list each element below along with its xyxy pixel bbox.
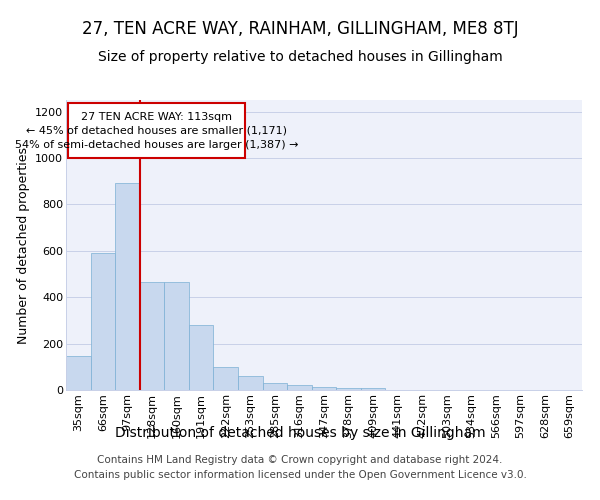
Bar: [140, 282, 164, 390]
Bar: [164, 282, 189, 390]
Text: Size of property relative to detached houses in Gillingham: Size of property relative to detached ho…: [98, 50, 502, 64]
Bar: [312, 386, 336, 390]
Text: Contains HM Land Registry data © Crown copyright and database right 2024.
Contai: Contains HM Land Registry data © Crown c…: [74, 455, 526, 480]
Bar: [361, 388, 385, 390]
FancyBboxPatch shape: [68, 104, 245, 158]
Y-axis label: Number of detached properties: Number of detached properties: [17, 146, 29, 344]
Bar: [115, 183, 140, 390]
Text: Distribution of detached houses by size in Gillingham: Distribution of detached houses by size …: [115, 426, 485, 440]
Bar: [189, 325, 214, 390]
Text: 27 TEN ACRE WAY: 113sqm
← 45% of detached houses are smaller (1,171)
54% of semi: 27 TEN ACRE WAY: 113sqm ← 45% of detache…: [15, 112, 299, 150]
Bar: [214, 367, 238, 390]
Bar: [91, 252, 115, 390]
Text: 27, TEN ACRE WAY, RAINHAM, GILLINGHAM, ME8 8TJ: 27, TEN ACRE WAY, RAINHAM, GILLINGHAM, M…: [82, 20, 518, 38]
Bar: [263, 383, 287, 390]
Bar: [238, 376, 263, 390]
Bar: [287, 385, 312, 390]
Bar: [336, 388, 361, 390]
Bar: [66, 356, 91, 390]
